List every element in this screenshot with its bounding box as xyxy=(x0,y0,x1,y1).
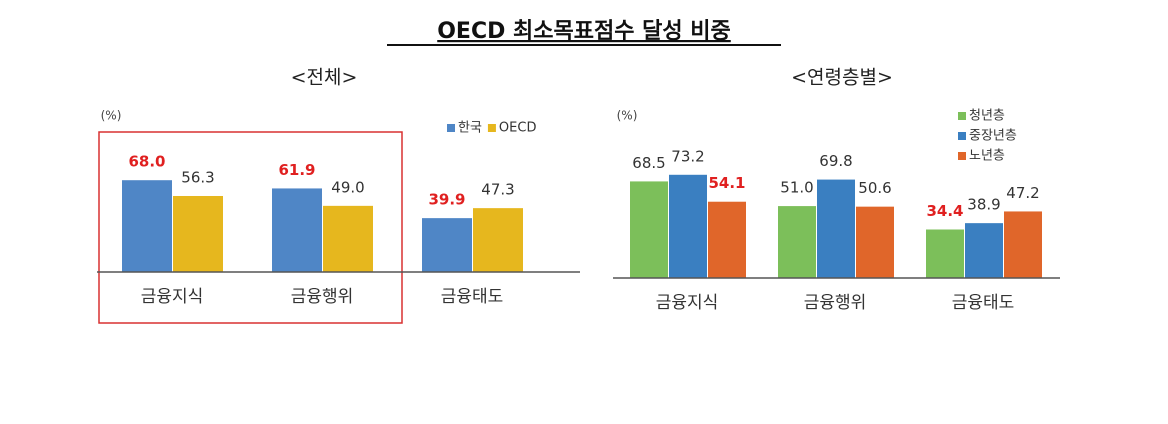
value-label: 73.2 xyxy=(671,147,704,165)
bar xyxy=(422,218,472,272)
value-label: 39.9 xyxy=(428,191,465,209)
bar xyxy=(708,201,746,278)
legend-label: 한국 xyxy=(458,121,482,136)
legend-label: 청년층 xyxy=(969,109,1005,124)
bar xyxy=(778,206,816,278)
value-label: 47.2 xyxy=(1006,184,1039,202)
legend-swatch xyxy=(487,124,496,132)
legend-label: 노년층 xyxy=(969,149,1005,164)
value-label: 51.0 xyxy=(780,179,813,197)
x-tick-label: 금융행위 xyxy=(804,293,867,313)
chart-subtitle: <전체> xyxy=(291,67,358,89)
value-label: 68.5 xyxy=(632,154,665,172)
legend-swatch xyxy=(958,132,966,140)
bar xyxy=(1004,211,1042,278)
x-tick-label: 금융행위 xyxy=(291,287,354,307)
bar xyxy=(122,180,172,272)
value-label: 38.9 xyxy=(967,196,1000,214)
bar xyxy=(323,205,373,272)
bar xyxy=(272,188,322,272)
legend-swatch xyxy=(447,124,455,132)
bar xyxy=(473,208,523,272)
page-title: OECD 최소목표점수 달성 비중 xyxy=(437,19,731,44)
legend-swatch xyxy=(958,112,966,120)
x-tick-label: 금융태도 xyxy=(441,287,504,307)
x-tick-label: 금융지식 xyxy=(141,287,204,307)
legend-label: 중장년층 xyxy=(969,129,1017,144)
x-tick-label: 금융지식 xyxy=(656,293,719,313)
bar xyxy=(817,179,855,278)
y-axis-unit: (%) xyxy=(101,109,122,123)
bar xyxy=(173,195,223,272)
bar xyxy=(856,206,894,278)
value-label: 61.9 xyxy=(278,161,315,179)
highlight-box xyxy=(98,131,403,324)
value-label: 50.6 xyxy=(858,179,891,197)
y-axis-unit: (%) xyxy=(617,109,638,123)
legend-swatch xyxy=(958,152,966,160)
value-label: 47.3 xyxy=(481,181,514,199)
bar xyxy=(630,181,668,278)
value-label: 69.8 xyxy=(819,152,852,170)
value-label: 54.1 xyxy=(708,174,745,192)
chart-subtitle: <연령층별> xyxy=(791,67,893,89)
value-label: 49.0 xyxy=(331,178,364,196)
bar xyxy=(926,229,964,278)
x-tick-label: 금융태도 xyxy=(952,293,1015,313)
bar xyxy=(965,223,1003,278)
value-label: 56.3 xyxy=(181,168,214,186)
legend-label: OECD xyxy=(499,121,537,136)
value-label: 68.0 xyxy=(128,153,165,171)
value-label: 34.4 xyxy=(926,202,963,220)
bar xyxy=(669,174,707,278)
